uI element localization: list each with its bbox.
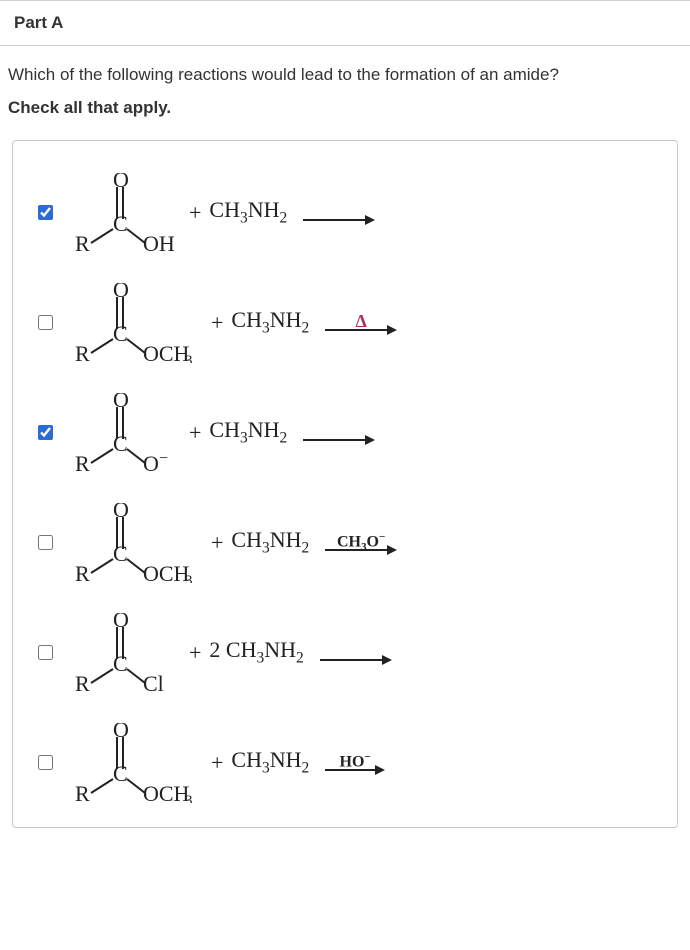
svg-text:C: C	[113, 651, 128, 676]
page-container: Part A Which of the following reactions …	[0, 0, 690, 828]
option-row: O C R OCH 3 + CH3NH2 CH3O−	[25, 503, 665, 583]
reaction-2: O C R OCH 3 + CH3NH2 Δ	[65, 283, 397, 363]
svg-text:3: 3	[185, 573, 193, 583]
option-row: O C R OCH 3 + CH3NH2 Δ	[25, 283, 665, 363]
amine-2: CH3NH2	[231, 307, 309, 337]
reaction-arrow	[303, 421, 375, 445]
svg-text:O: O	[113, 283, 129, 302]
svg-text:Cl: Cl	[143, 671, 164, 693]
reaction-3: O C R O − + CH3NH2	[65, 393, 375, 473]
svg-text:R: R	[75, 781, 90, 803]
reaction-arrow	[303, 201, 375, 225]
reaction-4: O C R OCH 3 + CH3NH2 CH3O−	[65, 503, 397, 583]
option-row: O C R OH + CH3NH2	[25, 173, 665, 253]
svg-text:O: O	[113, 503, 129, 522]
carboxylic-acid-structure-icon: O C R OH	[65, 173, 181, 253]
reaction-5: O C R Cl + 2 CH3NH2	[65, 613, 392, 693]
part-header: Part A	[0, 0, 690, 46]
option-row: O C R OCH 3 + CH3NH2 HO−	[25, 723, 665, 803]
svg-text:C: C	[113, 321, 128, 346]
svg-text:O: O	[113, 393, 129, 412]
reaction-arrow: CH3O−	[325, 531, 397, 555]
option-checkbox-2[interactable]	[38, 315, 53, 330]
option-row: O C R O − + CH3NH2	[25, 393, 665, 473]
svg-text:C: C	[113, 431, 128, 456]
svg-text:O: O	[143, 451, 159, 473]
ester-structure-icon: O C R OCH 3	[65, 503, 203, 583]
plus-sign: +	[211, 750, 223, 776]
svg-text:O: O	[113, 173, 129, 192]
svg-text:C: C	[113, 541, 128, 566]
amine-4: CH3NH2	[231, 527, 309, 557]
option-checkbox-4[interactable]	[38, 535, 53, 550]
option-checkbox-3[interactable]	[38, 425, 53, 440]
svg-text:OCH: OCH	[143, 341, 190, 363]
svg-text:O: O	[113, 613, 129, 632]
reaction-arrow: HO−	[325, 751, 385, 775]
reaction-1: O C R OH + CH3NH2	[65, 173, 375, 253]
amine-5: 2 CH3NH2	[209, 637, 303, 667]
question-block: Which of the following reactions would l…	[0, 46, 690, 124]
svg-text:3: 3	[185, 793, 193, 803]
svg-text:R: R	[75, 671, 90, 693]
svg-text:3: 3	[185, 353, 193, 363]
plus-sign: +	[211, 530, 223, 556]
svg-text:OH: OH	[143, 231, 175, 253]
plus-sign: +	[211, 310, 223, 336]
amine-6: CH3NH2	[231, 747, 309, 777]
acyl-chloride-structure-icon: O C R Cl	[65, 613, 181, 693]
option-checkbox-1[interactable]	[38, 205, 53, 220]
svg-text:C: C	[113, 761, 128, 786]
plus-sign: +	[189, 420, 201, 446]
svg-text:R: R	[75, 451, 90, 473]
svg-text:R: R	[75, 341, 90, 363]
reaction-arrow: Δ	[325, 311, 397, 335]
reaction-arrow	[320, 641, 392, 665]
amine-1: CH3NH2	[209, 197, 287, 227]
reaction-6: O C R OCH 3 + CH3NH2 HO−	[65, 723, 385, 803]
svg-text:R: R	[75, 231, 90, 253]
option-checkbox-5[interactable]	[38, 645, 53, 660]
option-row: O C R Cl + 2 CH3NH2	[25, 613, 665, 693]
svg-text:R: R	[75, 561, 90, 583]
svg-text:OCH: OCH	[143, 561, 190, 583]
question-text: Which of the following reactions would l…	[8, 62, 682, 88]
plus-sign: +	[189, 640, 201, 666]
svg-text:OCH: OCH	[143, 781, 190, 803]
svg-text:C: C	[113, 211, 128, 236]
ester-structure-icon: O C R OCH 3	[65, 283, 203, 363]
options-box: O C R OH + CH3NH2	[12, 140, 678, 828]
svg-text:O: O	[113, 723, 129, 742]
svg-text:−: −	[159, 450, 168, 467]
part-title: Part A	[14, 13, 63, 32]
question-instruction: Check all that apply.	[8, 98, 682, 118]
plus-sign: +	[189, 200, 201, 226]
ester-structure-icon: O C R OCH 3	[65, 723, 203, 803]
option-checkbox-6[interactable]	[38, 755, 53, 770]
amine-3: CH3NH2	[209, 417, 287, 447]
carboxylate-structure-icon: O C R O −	[65, 393, 181, 473]
